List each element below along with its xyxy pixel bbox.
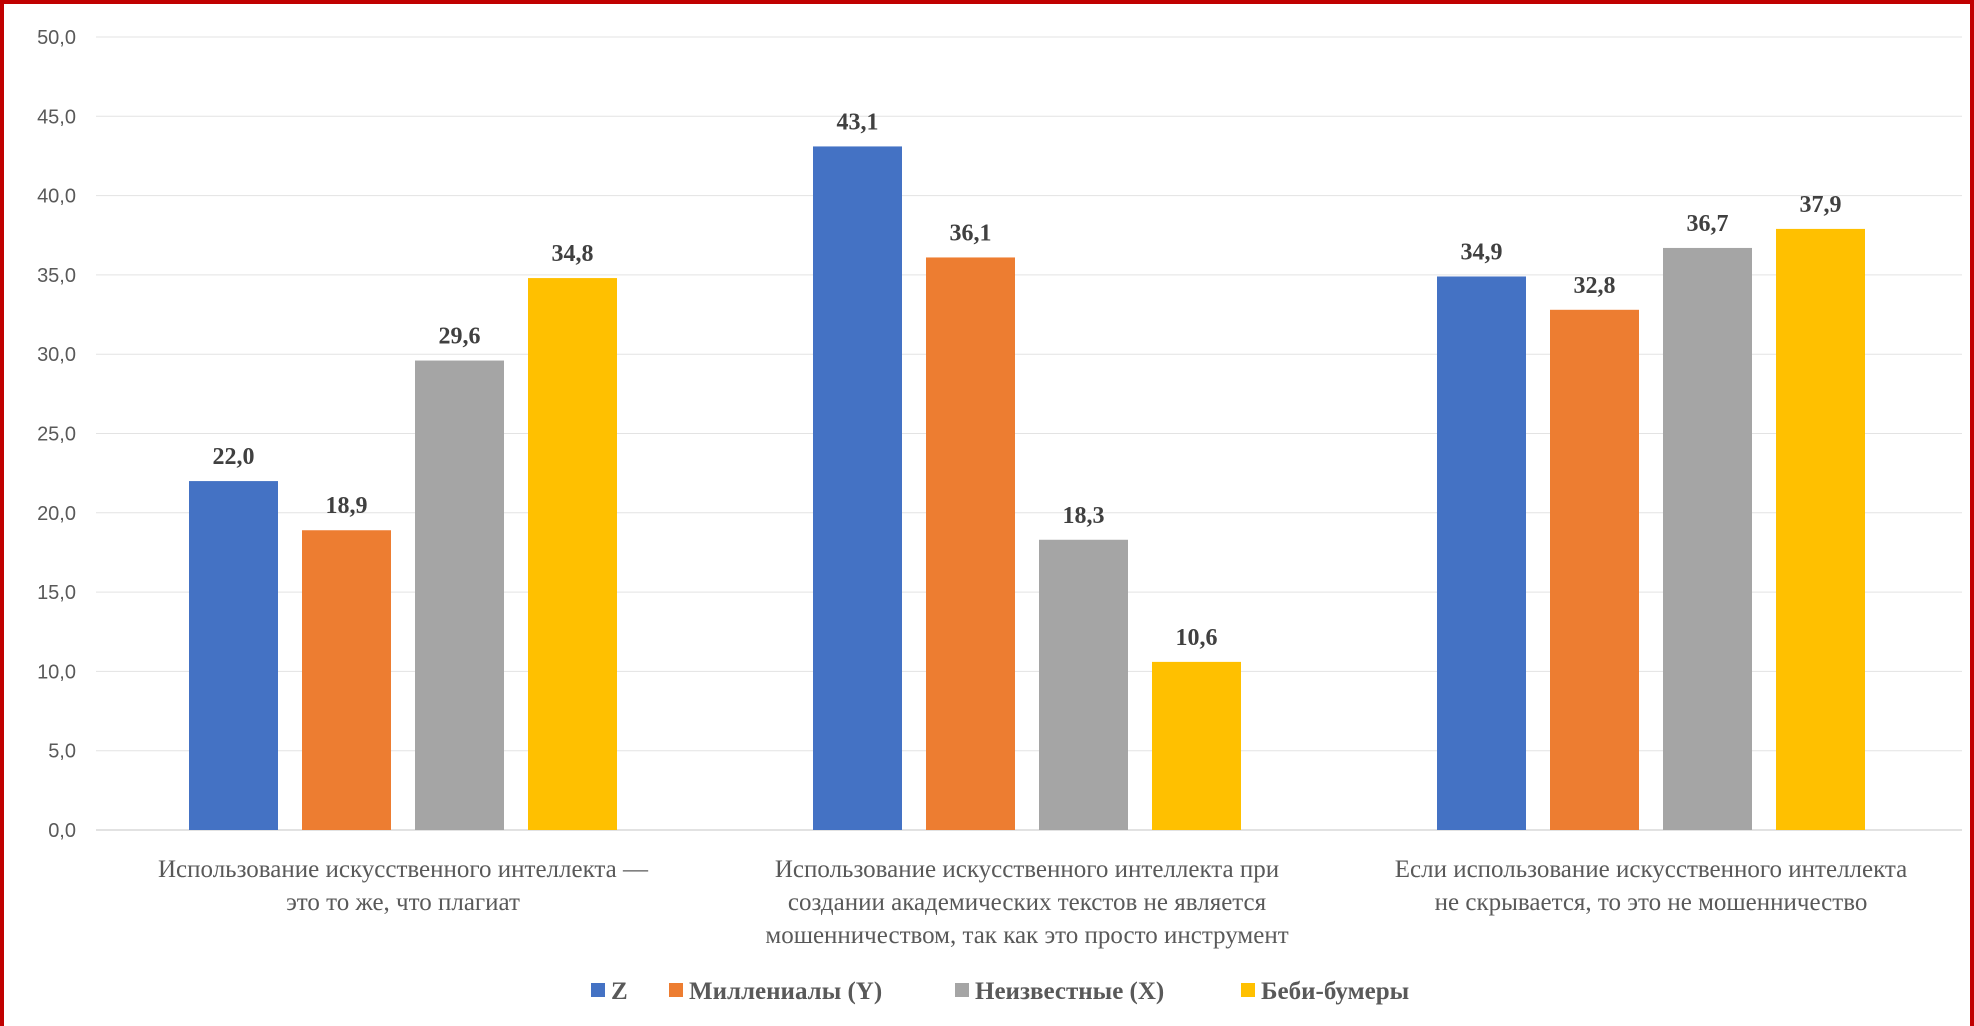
bar (302, 530, 391, 830)
y-tick-label: 0,0 (48, 820, 76, 842)
bar (1039, 539, 1128, 830)
y-tick-label: 10,0 (37, 661, 76, 683)
x-axis: Использование искусственного интеллекта … (158, 856, 1907, 949)
data-label: 34,8 (552, 241, 594, 267)
legend-label: Миллениалы (Y) (689, 978, 882, 1005)
legend: Z Миллениалы (Y) Неизвестные (X) Беби-бумер… (591, 978, 1409, 1005)
y-tick-label: 15,0 (37, 582, 76, 604)
bar (813, 146, 902, 830)
data-label: 18,9 (326, 493, 368, 519)
legend-label: Z (611, 978, 628, 1005)
legend-swatch (955, 983, 969, 997)
category-label-line: создании академических текстов не являет… (788, 889, 1267, 916)
category-label-line: Использование искусственного интеллекта … (775, 856, 1279, 883)
legend-swatch (669, 983, 683, 997)
y-tick-label: 45,0 (37, 106, 76, 128)
category-label-line: это то же, что плагиат (286, 889, 520, 916)
data-label: 43,1 (837, 109, 879, 135)
legend-swatch (1241, 983, 1255, 997)
bar (1663, 247, 1752, 831)
y-tick-label: 30,0 (37, 344, 76, 366)
legend-label: Неизвестные (X) (975, 978, 1164, 1005)
data-label: 29,6 (439, 324, 481, 350)
legend-swatch (591, 983, 605, 997)
y-tick-label: 40,0 (37, 186, 76, 208)
category-label: Использование искусственного интеллекта … (158, 856, 649, 916)
data-label: 18,3 (1063, 503, 1105, 529)
bar (926, 257, 1015, 831)
category-label-line: Если использование искусственного интелл… (1395, 856, 1908, 883)
bars (189, 146, 1865, 831)
category-label-line: Использование искусственного интеллекта … (158, 856, 649, 883)
bar (1152, 661, 1241, 830)
bar (1437, 276, 1526, 831)
legend-label: Беби-бумеры (1261, 978, 1409, 1005)
data-label: 10,6 (1176, 625, 1218, 651)
data-labels: 22,0 43,1 34,9 18,9 36,1 32,8 29,6 18,3 36,7 34,8… (213, 109, 1842, 650)
data-label: 36,1 (950, 220, 992, 246)
y-axis: 0,0 5,0 10,0 15,0 20,0 25,0 30,0 35,0 40,0 45,0 50… (37, 27, 76, 842)
bar (189, 481, 278, 830)
gridlines (96, 36, 1962, 831)
data-label: 34,9 (1461, 239, 1503, 265)
data-label: 37,9 (1800, 192, 1842, 218)
category-label-line: мошенничеством, так как это просто инстр… (765, 922, 1288, 949)
y-tick-label: 25,0 (37, 424, 76, 446)
bar (415, 360, 504, 830)
category-label: Использование искусственного интеллекта … (765, 856, 1288, 949)
y-tick-label: 50,0 (37, 27, 76, 49)
bar (528, 278, 617, 830)
data-label: 36,7 (1687, 211, 1729, 237)
category-label-line: не скрывается, то это не мошенничество (1435, 889, 1868, 916)
y-tick-label: 5,0 (48, 741, 76, 763)
y-tick-label: 35,0 (37, 265, 76, 287)
category-label: Если использование искусственного интелл… (1395, 856, 1908, 916)
bar (1550, 309, 1639, 830)
bar (1776, 228, 1865, 830)
y-tick-label: 20,0 (37, 503, 76, 525)
data-label: 22,0 (213, 444, 255, 470)
data-label: 32,8 (1574, 273, 1616, 299)
